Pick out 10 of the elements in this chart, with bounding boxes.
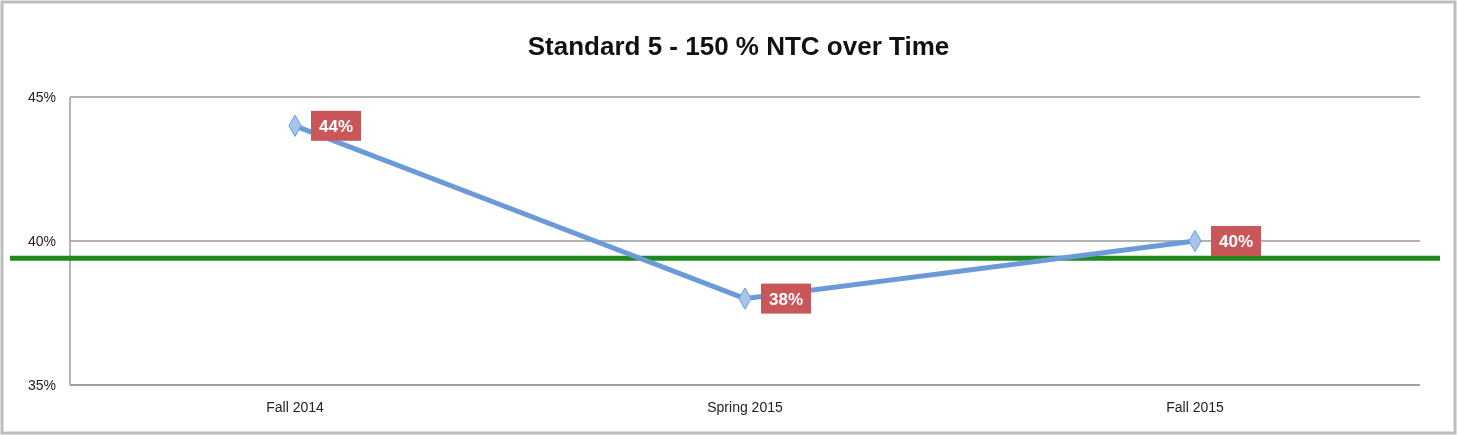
data-label: 44% [318,116,354,136]
x-tick-label: Fall 2014 [266,399,325,415]
chart-title: Standard 5 - 150 % NTC over Time [527,31,950,61]
y-tick-label: 40% [27,233,56,249]
data-label: 40% [1218,232,1254,251]
y-tick-label: 35% [27,377,56,393]
x-tick-label: Fall 2015 [1166,399,1225,415]
data-label: 38% [768,289,804,309]
y-tick-label: 45% [27,89,56,105]
x-tick-label: Spring 2015 [707,399,783,415]
